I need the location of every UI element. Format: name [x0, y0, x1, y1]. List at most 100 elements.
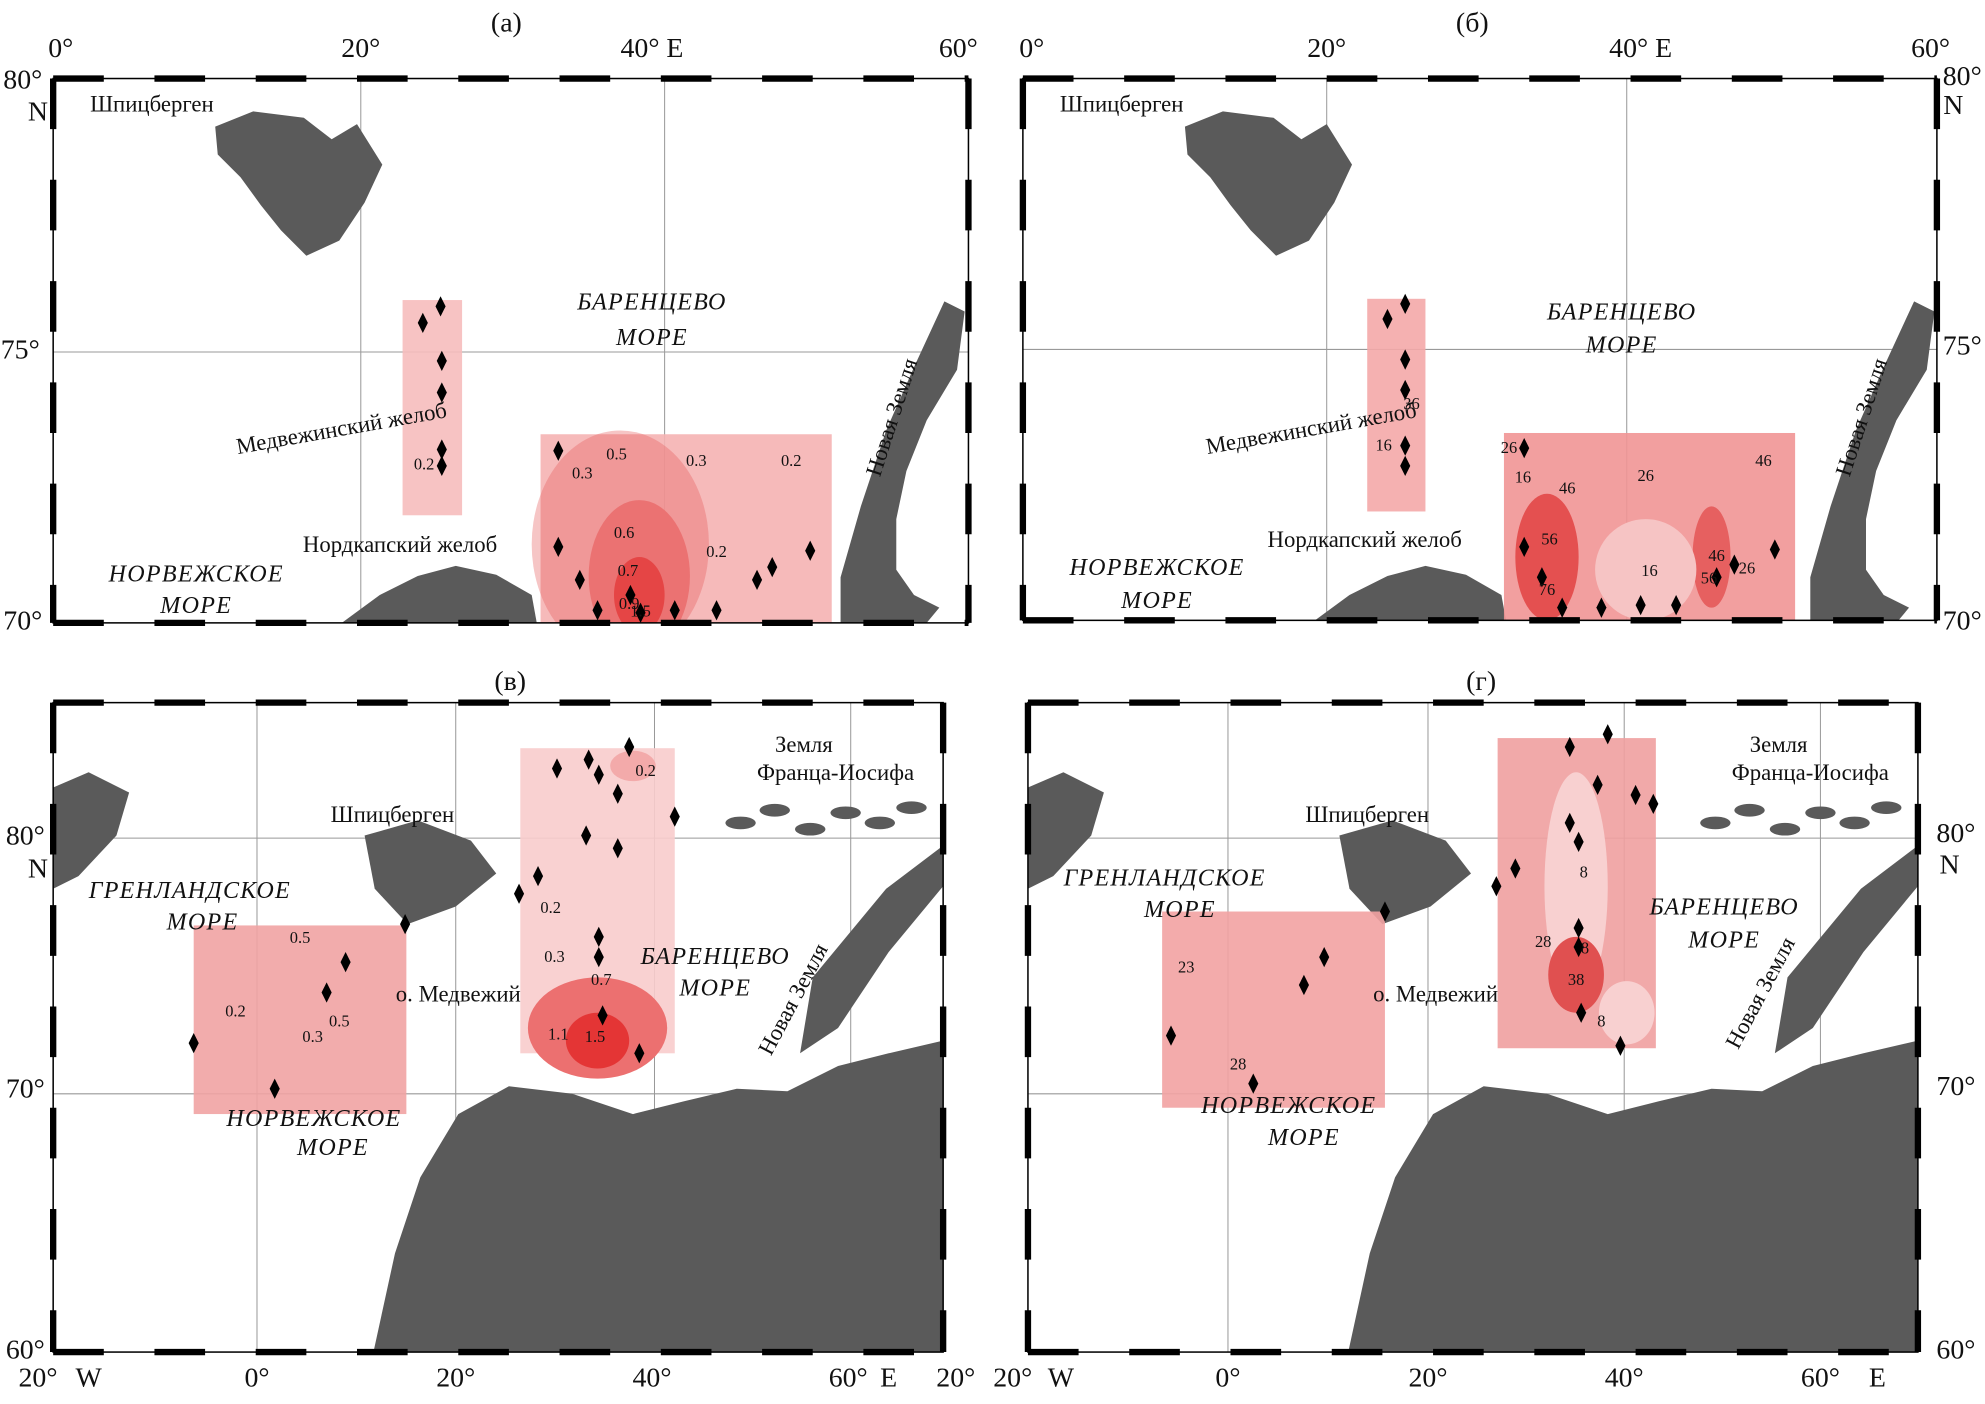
- lat-label: N: [1939, 850, 1959, 881]
- lon-label: 20°: [1307, 33, 1346, 64]
- place-name: Нордкапский желоб: [1268, 527, 1462, 552]
- landmass: [1184, 111, 1353, 256]
- contour-label: 8: [1581, 938, 1589, 957]
- place-name: БАРЕНЦЕВО: [576, 289, 726, 315]
- lon-label: 60°: [1911, 33, 1950, 64]
- station: [340, 952, 351, 973]
- lon-label: 0°: [48, 33, 73, 64]
- station: [400, 914, 411, 935]
- place-name: Франца-Иосифа: [1732, 760, 1889, 785]
- station: [1400, 379, 1411, 401]
- lon-label: 60°: [1801, 1362, 1840, 1393]
- contour-zone: [1544, 772, 1608, 1001]
- island: [896, 801, 927, 815]
- contour-label: 8: [1580, 862, 1588, 881]
- contour-label: 28: [1535, 932, 1551, 951]
- map-panel: 36 16 26 16 46 26 46 56 76 16 46 26 56 Шпицберген БАРЕ…: [1019, 8, 1981, 637]
- lat-label: 80°: [1943, 61, 1982, 92]
- contour-label: 0.6: [614, 523, 635, 542]
- station: [1564, 736, 1575, 758]
- landmass: [800, 845, 944, 1054]
- lon-label: 20°: [18, 1362, 57, 1393]
- lat-label: 80°: [3, 65, 42, 96]
- place-name: МОРЕ: [159, 593, 232, 619]
- panel-label: (г): [1466, 666, 1496, 697]
- place-name: НОРВЕЖСКОЕ: [1200, 1093, 1376, 1119]
- land: [53, 772, 944, 1353]
- lon-label: 40°: [632, 1362, 671, 1393]
- station: [1400, 455, 1411, 477]
- lon-label: 40° E: [620, 33, 683, 64]
- place-name: БАРЕНЦЕВО: [640, 944, 790, 970]
- place-name: Земля: [1750, 732, 1808, 757]
- place-name: БАРЕНЦЕВО: [1649, 894, 1799, 920]
- station: [583, 749, 594, 770]
- station: [1248, 1073, 1259, 1094]
- lat-label: 80°: [6, 820, 45, 851]
- place-name: Шпицберген: [331, 802, 455, 827]
- island: [1871, 801, 1902, 815]
- station: [1573, 917, 1584, 939]
- land: [215, 111, 965, 623]
- contour-label: 0.7: [618, 561, 639, 580]
- contour-label: 16: [1641, 561, 1657, 580]
- place-name: МОРЕ: [615, 325, 688, 351]
- island: [864, 816, 896, 830]
- place-name: БАРЕНЦЕВО: [1546, 300, 1696, 326]
- station: [592, 600, 603, 621]
- contour-zone: [613, 557, 665, 623]
- lon-label: E: [880, 1362, 897, 1393]
- contour-label: 0.3: [686, 451, 707, 470]
- station: [767, 557, 778, 578]
- station: [1769, 539, 1780, 560]
- station: [1573, 831, 1584, 853]
- contour-zone: [1598, 981, 1655, 1045]
- island: [795, 822, 826, 836]
- contour-label: 0.2: [635, 761, 656, 780]
- island: [1769, 822, 1801, 836]
- contour-label: 76: [1539, 580, 1555, 599]
- station: [553, 536, 564, 558]
- station: [1630, 784, 1641, 806]
- landmass: [1810, 301, 1935, 621]
- contour-label: 1.1: [548, 1024, 569, 1043]
- place-name: ГРЕНЛАНДСКОЕ: [1063, 865, 1266, 891]
- contour-label: 16: [1375, 436, 1391, 455]
- contour-label: 46: [1755, 451, 1771, 470]
- place-name: МОРЕ: [296, 1135, 369, 1161]
- contour-area: [1367, 298, 1426, 512]
- station: [1319, 946, 1330, 968]
- station: [1400, 293, 1411, 314]
- landmass: [1348, 1040, 1918, 1353]
- station: [751, 569, 763, 590]
- station: [1635, 595, 1646, 616]
- map-body: 23 28 8 8 28 38 8 Шпицберген Земля Франца-Иосифа Г…: [1027, 702, 1918, 1353]
- contour-label: 23: [1178, 957, 1194, 976]
- station: [1298, 974, 1309, 996]
- contour-label: 0.2: [414, 455, 435, 474]
- contour-zone: [1515, 493, 1579, 621]
- station: [711, 600, 722, 621]
- place-name: МОРЕ: [678, 976, 751, 1002]
- contour-label: 38: [1568, 970, 1584, 989]
- landmass: [215, 111, 383, 256]
- contour-label: 0.2: [706, 542, 727, 561]
- station: [1519, 438, 1530, 459]
- station: [635, 602, 646, 623]
- landmass: [1774, 845, 1918, 1054]
- lon-label: 60°: [939, 33, 978, 64]
- lat-label: 80°: [1936, 818, 1975, 849]
- station: [1536, 567, 1547, 588]
- station: [624, 736, 635, 758]
- place-name: о. Медвежий: [396, 982, 521, 1007]
- lon-label: W: [1048, 1362, 1075, 1393]
- contour-label: 56: [1541, 529, 1557, 548]
- contour-label: 1.5: [630, 602, 651, 621]
- contour-label: 56: [1701, 569, 1717, 588]
- place-name: МОРЕ: [166, 910, 239, 936]
- station: [553, 440, 564, 461]
- landmass: [364, 820, 497, 925]
- station: [1557, 597, 1568, 618]
- station: [1576, 1002, 1587, 1023]
- station: [1400, 349, 1411, 370]
